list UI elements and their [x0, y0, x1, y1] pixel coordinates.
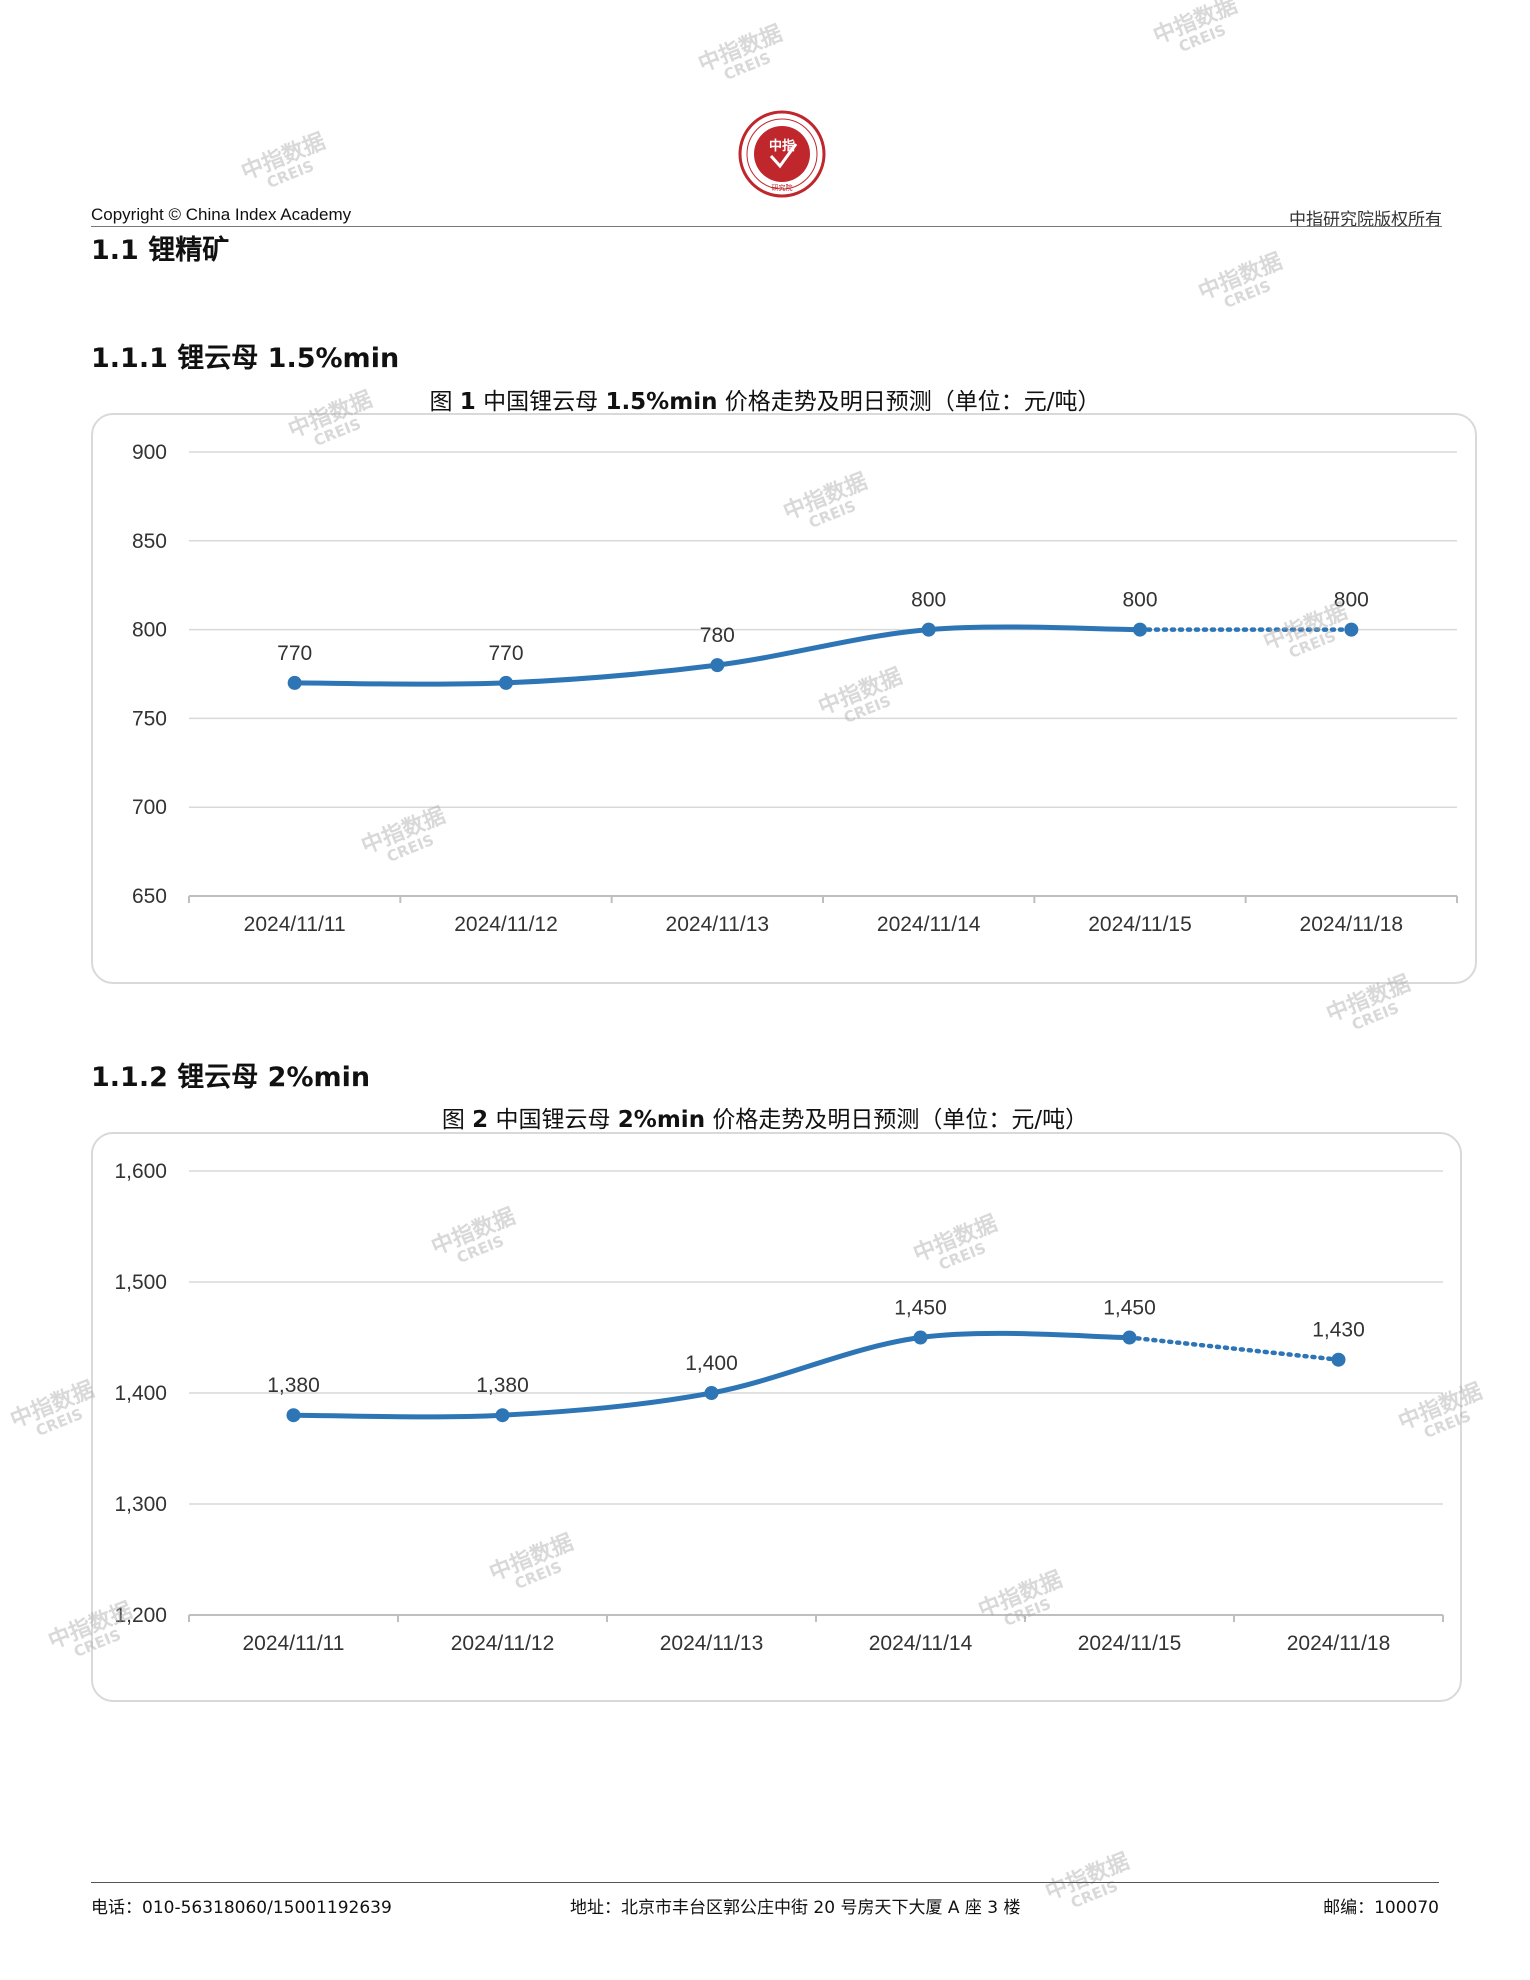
y-tick-label: 1,200: [114, 1604, 167, 1627]
watermark: 中指数据 CREIS: [6, 1377, 98, 1440]
logo-center-text: 中指: [769, 138, 795, 154]
figure-title-2: 图 2 中国锂云母 2%min 价格走势及明日预测（单位：元/吨）: [0, 1100, 1530, 1134]
x-tick-label: 2024/11/11: [243, 1632, 345, 1655]
figure-title-2-mid: 中国锂云母: [488, 1107, 618, 1133]
x-tick-label: 2024/11/14: [877, 913, 981, 936]
data-point: [499, 675, 513, 690]
watermark: 中指数据 CREIS: [237, 129, 329, 192]
y-tick-label: 900: [132, 441, 167, 464]
rights-text: 中指研究院版权所有: [1289, 210, 1442, 230]
x-tick-label: 2024/11/12: [451, 1632, 555, 1655]
x-tick-label: 2024/11/14: [869, 1632, 973, 1655]
data-point: [1344, 622, 1359, 637]
x-tick-label: 2024/11/11: [244, 913, 346, 936]
data-label: 800: [1334, 589, 1369, 612]
figure-title-1-bold: 1.5%min: [605, 389, 718, 415]
data-point: [1133, 622, 1147, 637]
subsection-title-2: 1.1.2 锂云母 2%min: [91, 1062, 371, 1093]
y-tick-label: 1,600: [114, 1160, 167, 1183]
figure-title-1-mid: 中国锂云母: [475, 389, 606, 415]
figure-title-2-bold: 2%min: [617, 1107, 706, 1133]
china-index-academy-logo: 中指 研究院: [738, 110, 826, 198]
data-point: [921, 622, 936, 637]
header-divider: [91, 226, 1442, 227]
data-point: [704, 1386, 719, 1400]
data-label: 800: [911, 589, 946, 612]
data-point: [1122, 1330, 1137, 1345]
chart-2-svg: 1,200 1,300 1,400 1,500 1,600 2024/11/11 2024/…: [114, 1160, 1444, 1655]
data-label: 770: [488, 642, 523, 665]
y-tick-label: 750: [132, 707, 167, 730]
footer-address: 地址：北京市丰台区郭公庄中街 20 号房天下大厦 A 座 3 楼: [570, 1898, 1021, 1918]
x-tick-label: 2024/11/18: [1287, 1632, 1391, 1655]
data-label: 1,400: [685, 1352, 738, 1375]
data-label: 780: [700, 624, 735, 647]
y-tick-label: 800: [132, 619, 167, 642]
footer-divider: [91, 1882, 1439, 1883]
figure-title-2-num: 2: [472, 1107, 489, 1133]
y-tick-label: 850: [132, 530, 167, 553]
x-tick-label: 2024/11/12: [454, 913, 558, 936]
data-point: [1331, 1352, 1346, 1367]
data-label: 1,450: [1103, 1297, 1156, 1320]
data-label: 1,430: [1312, 1319, 1365, 1342]
y-tick-label: 1,300: [114, 1493, 167, 1516]
data-point: [287, 675, 302, 690]
data-label: 800: [1122, 589, 1157, 612]
data-point: [286, 1408, 301, 1423]
figure-title-1-num: 1: [459, 389, 476, 415]
section-title: 1.1 锂精矿: [91, 235, 230, 266]
chart-2: 1,200 1,300 1,400 1,500 1,600 2024/11/11 2024/…: [91, 1132, 1462, 1702]
y-tick-label: 700: [132, 796, 167, 819]
data-label: 1,450: [894, 1297, 947, 1320]
copyright-text: Copyright © China Index Academy: [91, 205, 352, 224]
data-label: 1,380: [267, 1374, 320, 1397]
figure-title-1: 图 1 中国锂云母 1.5%min 价格走势及明日预测（单位：元/吨）: [0, 382, 1530, 416]
y-tick-label: 1,500: [114, 1271, 167, 1294]
watermark: 中指数据 CREIS: [1149, 0, 1241, 56]
series-line: [291, 1330, 1132, 1420]
x-tick-label: 2024/11/15: [1088, 913, 1192, 936]
figure-title-1-rest: 价格走势及明日预测（单位：元/吨）: [717, 389, 1101, 415]
y-tick-label: 1,400: [114, 1382, 167, 1405]
subsection-title-1: 1.1.1 锂云母 1.5%min: [91, 343, 400, 374]
footer-phone: 电话：010-56318060/15001192639: [91, 1898, 392, 1918]
data-label: 1,380: [476, 1374, 529, 1397]
x-tick-label: 2024/11/13: [660, 1632, 764, 1655]
data-point: [495, 1408, 510, 1423]
x-tick-label: 2024/11/18: [1300, 913, 1404, 936]
footer-postcode: 邮编：100070: [1323, 1898, 1439, 1918]
data-point: [913, 1330, 928, 1345]
data-label: 770: [277, 642, 312, 665]
figure-title-2-prefix: 图: [441, 1107, 473, 1133]
logo-bottom-text: 研究院: [772, 183, 793, 192]
watermark: 中指数据 CREIS: [694, 21, 786, 84]
figure-title-2-rest: 价格走势及明日预测（单位：元/吨）: [705, 1107, 1089, 1133]
x-tick-label: 2024/11/13: [666, 913, 770, 936]
data-point: [710, 658, 725, 673]
chart-1-svg: 650 700 750 800 850 900 2024/11/11 2024/11/12 20…: [132, 441, 1458, 936]
x-tick-label: 2024/11/15: [1078, 1632, 1182, 1655]
watermark: 中指数据 CREIS: [1322, 971, 1414, 1034]
y-tick-label: 650: [132, 885, 167, 908]
forecast-line: [1127, 1335, 1341, 1362]
watermark: 中指数据 CREIS: [1194, 249, 1286, 312]
figure-title-1-prefix: 图: [429, 389, 460, 415]
watermark: 中指数据 CREIS: [1041, 1849, 1133, 1912]
chart-1: 650 700 750 800 850 900 2024/11/11 2024/11/12 20…: [91, 413, 1477, 984]
